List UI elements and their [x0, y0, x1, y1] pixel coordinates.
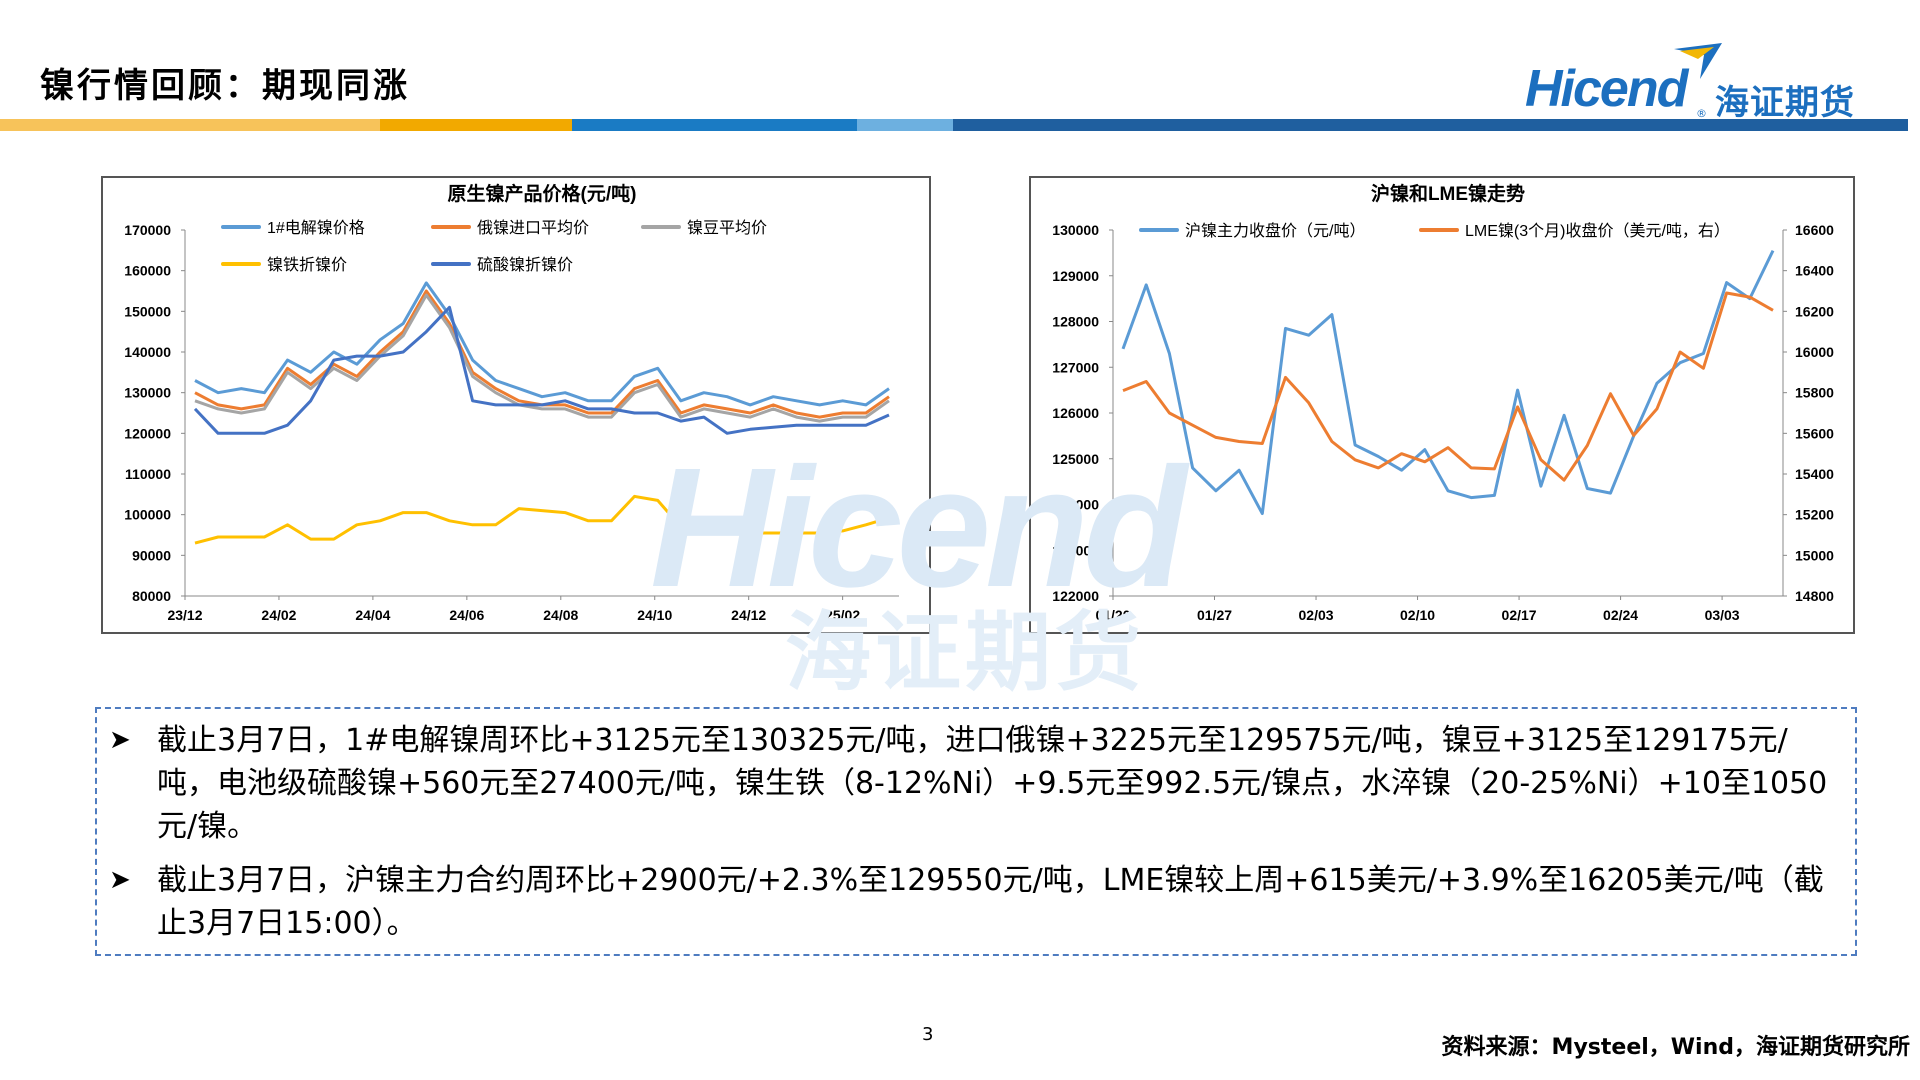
x-tick-label: 01/27: [1197, 607, 1232, 623]
y2-tick-label: 16200: [1795, 303, 1834, 319]
y-tick-label: 123000: [1052, 542, 1099, 558]
note-text-2: 截止3月7日，沪镍主力合约周环比+2900元/+2.3%至129550元/吨，L…: [157, 863, 1824, 941]
page-title: 镍行情回顾：期现同涨: [40, 66, 410, 106]
y-tick-label: 126000: [1052, 405, 1099, 421]
y2-tick-label: 15600: [1795, 425, 1834, 441]
series-line-2: [1122, 291, 1774, 482]
page-number: 3: [922, 1024, 934, 1045]
bullet-arrow-icon: ➤: [109, 865, 131, 895]
y2-tick-label: 14800: [1795, 588, 1834, 604]
logo-chinese-name: 海证期货: [1715, 83, 1855, 123]
y-tick-label: 80000: [132, 588, 171, 604]
chart-title: 沪镍和LME镍走势: [1371, 182, 1525, 205]
x-tick-label: 24/04: [355, 607, 390, 623]
x-tick-label: 02/17: [1502, 607, 1537, 623]
y-tick-label: 90000: [132, 547, 171, 563]
header-stripe-4: [857, 119, 953, 131]
header-stripe-2: [380, 119, 572, 131]
x-tick-label: 02/10: [1400, 607, 1435, 623]
x-tick-label: 24/12: [731, 607, 766, 623]
series-line-5: [193, 305, 890, 435]
chart-nickel-product-prices: 原生镍产品价格(元/吨) 80000 90000 100000 110000 120000…: [101, 176, 931, 634]
header-stripe-5: [953, 119, 1908, 131]
logo-registered-mark: ®: [1696, 107, 1707, 120]
series-line-1: [1121, 249, 1775, 516]
note-text-1: 截止3月7日，1#电解镍周环比+3125元至130325元/吨，进口俄镍+322…: [157, 723, 1828, 844]
legend-label-1: 沪镍主力收盘价（元/吨）: [1185, 221, 1365, 240]
y2-tick-label: 15000: [1795, 547, 1834, 563]
legend-label-1: 1#电解镍价格: [267, 219, 365, 237]
chart1-svg: 原生镍产品价格(元/吨) 80000 90000 100000 110000 120000…: [124, 182, 899, 623]
bullet-arrow-icon: ➤: [109, 725, 131, 755]
series-line-3: [194, 293, 890, 423]
x-tick-label: 24/02: [261, 607, 296, 623]
chart-shfe-lme-nickel: 沪镍和LME镍走势 122000 123000 124000 125000 126000 1…: [1029, 176, 1855, 634]
y-tick-label: 122000: [1052, 588, 1099, 604]
y2-tick-label: 16600: [1795, 222, 1834, 238]
y-tick-label: 170000: [124, 222, 171, 238]
y-tick-label: 129000: [1052, 268, 1099, 284]
x-tick-label: 03/03: [1705, 607, 1740, 623]
legend-label-4: 镍铁折镍价: [267, 256, 347, 274]
legend-label-5: 硫酸镍折镍价: [477, 256, 573, 274]
y-tick-label: 120000: [124, 425, 171, 441]
series-line-4: [194, 494, 890, 545]
y-tick-label: 140000: [124, 344, 171, 360]
logo-wordmark: Hicend: [1525, 60, 1688, 118]
legend-label-3: 镍豆平均价: [687, 219, 767, 237]
header-stripe-3: [572, 119, 857, 131]
y2-tick-label: 15200: [1795, 507, 1834, 523]
x-tick-label: 24/06: [449, 607, 484, 623]
header-stripe-1: [0, 119, 380, 131]
y2-tick-label: 15800: [1795, 385, 1834, 401]
company-logo: Hicend ® 海证期货: [1525, 35, 1885, 123]
summary-notes: ➤ 截止3月7日，1#电解镍周环比+3125元至130325元/吨，进口俄镍+3…: [95, 707, 1857, 956]
y-tick-label: 124000: [1052, 497, 1099, 513]
y-tick-label: 127000: [1052, 359, 1099, 375]
y-tick-label: 125000: [1052, 451, 1099, 467]
y-tick-label: 128000: [1052, 314, 1099, 330]
y-tick-label: 100000: [124, 507, 171, 523]
y2-tick-label: 16000: [1795, 344, 1834, 360]
data-source: 资料来源：Mysteel，Wind，海证期货研究所: [1441, 1035, 1910, 1060]
y2-tick-label: 15400: [1795, 466, 1834, 482]
y2-tick-label: 16400: [1795, 263, 1834, 279]
x-tick-label: 24/08: [543, 607, 578, 623]
x-tick-label: 23/12: [167, 607, 202, 623]
y-tick-label: 130000: [124, 385, 171, 401]
legend-label-2: LME镍(3个月)收盘价（美元/吨，右）: [1465, 221, 1730, 240]
y-tick-label: 160000: [124, 263, 171, 279]
x-tick-label: 25/02: [825, 607, 860, 623]
y-tick-label: 130000: [1052, 222, 1099, 238]
logo-wing-icon: [1674, 43, 1722, 79]
legend-label-2: 俄镍进口平均价: [477, 219, 589, 237]
y-tick-label: 110000: [125, 466, 171, 482]
x-tick-label: 02/03: [1299, 607, 1334, 623]
chart2-svg: 沪镍和LME镍走势 122000 123000 124000 125000 126000 1…: [1052, 182, 1834, 623]
chart-title: 原生镍产品价格(元/吨): [448, 182, 637, 205]
x-tick-label: 02/24: [1603, 607, 1638, 623]
x-tick-label: 24/10: [637, 607, 672, 623]
y-tick-label: 150000: [124, 303, 171, 319]
x-tick-label: 01/20: [1095, 607, 1130, 623]
series-line-1: [194, 281, 890, 407]
